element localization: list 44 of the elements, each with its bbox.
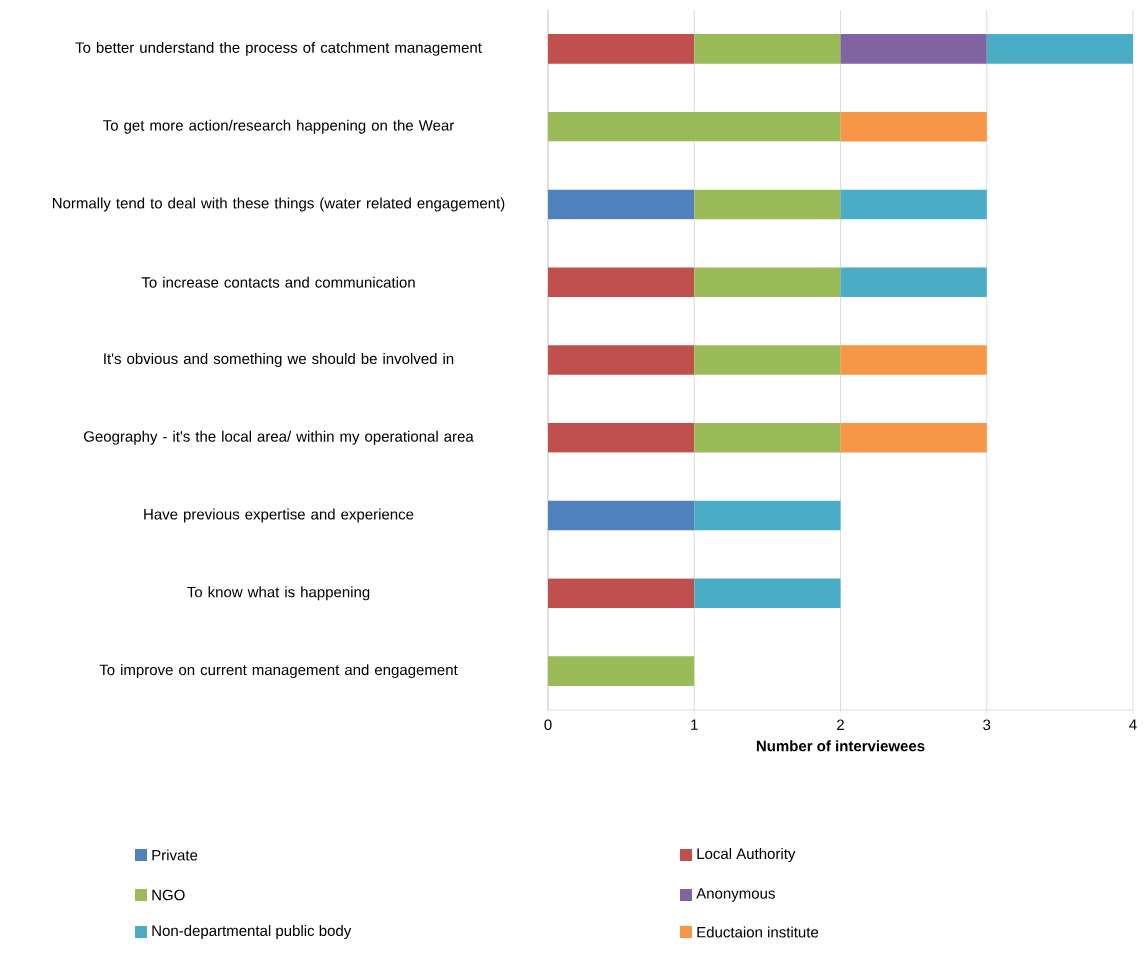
bar [694, 423, 841, 453]
bar [548, 345, 695, 375]
bar [694, 578, 841, 609]
legend-label: Eductaion institute [697, 926, 819, 938]
legend-label: Private [152, 849, 198, 861]
y-tick-label: To know what is happening [187, 586, 370, 601]
y-tick-label: Normally tend to deal with these things (water related engagement) [52, 197, 505, 212]
bar [840, 34, 987, 64]
bar [548, 189, 695, 220]
bar [840, 423, 987, 453]
bar [986, 34, 1134, 64]
y-tick-label: It's obvious and something we should be involved in [104, 353, 454, 367]
x-tick-label: 2 [837, 719, 844, 730]
bar [840, 111, 987, 142]
legend-label: Local Authority [697, 848, 796, 862]
bar [548, 423, 695, 453]
y-tick-label: To increase contacts and communication [141, 276, 415, 288]
bar [548, 500, 695, 531]
bar [694, 500, 841, 531]
y-tick-label: To get more action/research happening on the Wear [103, 119, 455, 134]
bar [694, 267, 841, 297]
x-tick-label: 4 [1129, 719, 1137, 730]
legend-label: NGO [152, 889, 185, 901]
bar [694, 34, 841, 64]
bar [548, 267, 695, 297]
x-tick-label: 0 [544, 719, 552, 731]
x-tick-label: 3 [983, 719, 991, 731]
bar [840, 345, 987, 375]
y-tick-label: To better understand the process of catchment management [75, 41, 482, 56]
bar [548, 111, 841, 142]
bar [840, 267, 987, 297]
y-tick-label: Geography - it's the local area/ within my operational area [84, 430, 474, 445]
bar [548, 578, 695, 609]
y-tick-label: Have previous expertise and experience [144, 508, 414, 523]
bar [548, 34, 695, 64]
bar [694, 189, 841, 220]
legend-label: Anonymous [696, 888, 775, 902]
bar [694, 345, 841, 375]
legend-label: Non-departmental public body [152, 925, 352, 939]
x-tick-label: 1 [691, 719, 698, 730]
bar [548, 656, 695, 686]
y-tick-label: To improve on current management and engagement [99, 664, 458, 679]
bar [840, 189, 987, 220]
x-axis-title: Number of interviewees [756, 740, 925, 752]
